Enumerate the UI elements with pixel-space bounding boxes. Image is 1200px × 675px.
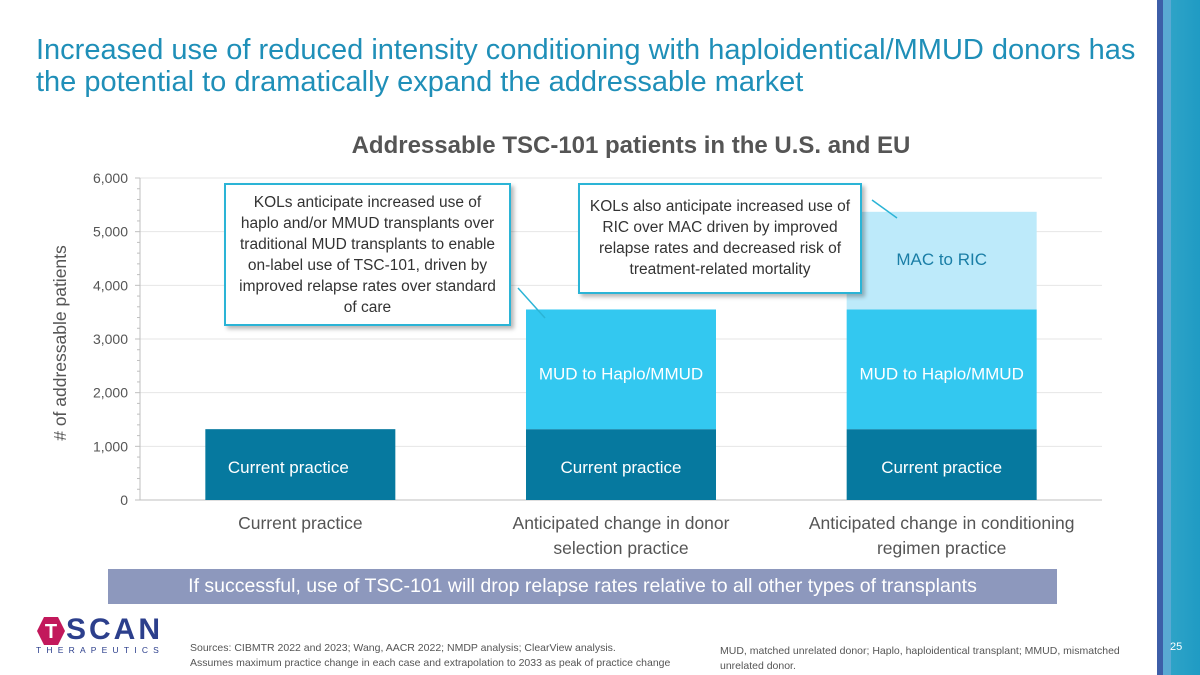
y-tick-label: 1,000 <box>93 438 128 454</box>
footer-sources: Sources: CIBMTR 2022 and 2023; Wang, AAC… <box>190 641 710 671</box>
bar-segment-label: Current practice <box>881 458 1002 477</box>
bar-segment-label: Current practice <box>561 458 682 477</box>
tscan-logo: T SCAN THERAPEUTICS <box>36 614 176 658</box>
callout-donor-selection: KOLs anticipate increased use of haplo a… <box>224 183 511 326</box>
svg-text:T: T <box>45 621 57 643</box>
x-category-label: Anticipated change in conditioning <box>809 513 1075 533</box>
tscan-logo-mark-icon: T <box>37 617 65 645</box>
x-category-label: Current practice <box>238 513 363 533</box>
bar-segment-label: MUD to Haplo/MMUD <box>859 364 1023 383</box>
y-axis-label: # of addressable patients <box>50 245 70 441</box>
y-tick-label: 6,000 <box>93 170 128 186</box>
chart-title: Addressable TSC-101 patients in the U.S.… <box>352 132 911 159</box>
conclusion-banner: If successful, use of TSC-101 will drop … <box>108 569 1057 604</box>
tscan-logo-subtitle: THERAPEUTICS <box>36 645 165 655</box>
y-tick-label: 5,000 <box>93 224 128 240</box>
x-category-label: Anticipated change in donor <box>513 513 730 533</box>
y-tick-label: 0 <box>120 492 128 508</box>
callout-connector <box>871 199 898 219</box>
y-tick-label: 3,000 <box>93 331 128 347</box>
bar-segment <box>205 429 396 500</box>
tscan-logo-word: SCAN <box>66 613 164 646</box>
bar-segment <box>846 211 1037 310</box>
bar-segment-label: MUD to Haplo/MMUD <box>539 364 703 383</box>
footer-abbreviations: MUD, matched unrelated donor; Haplo, hap… <box>720 645 1120 672</box>
bar-segment-label: Current practice <box>228 458 349 477</box>
callout-connector <box>517 287 546 319</box>
slide-headline: Increased use of reduced intensity condi… <box>36 34 1136 98</box>
y-tick-label: 2,000 <box>93 385 128 401</box>
callout-conditioning-regimen: KOLs also anticipate increased use of RI… <box>578 183 862 294</box>
y-tick-label: 4,000 <box>93 277 128 293</box>
bar-segment <box>846 309 1037 430</box>
bar-segment <box>526 309 716 430</box>
decorative-side-bar <box>1157 0 1200 675</box>
x-category-label: regimen practice <box>877 538 1006 558</box>
bar-segment <box>526 429 716 500</box>
bar-segment-label: MAC to RIC <box>896 250 987 269</box>
x-category-label: selection practice <box>553 538 688 558</box>
bar-segment <box>846 429 1037 500</box>
footer-sources-line-1: Sources: CIBMTR 2022 and 2023; Wang, AAC… <box>190 642 616 654</box>
page-number: 25 <box>1170 641 1183 653</box>
footer-sources-line-2: Assumes maximum practice change in each … <box>190 657 671 669</box>
